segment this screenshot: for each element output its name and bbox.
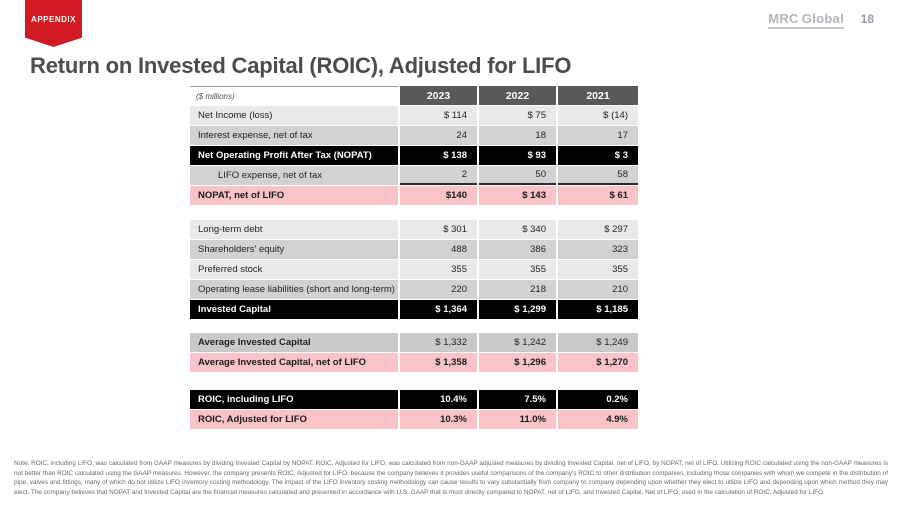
row-label: ROIC, Adjusted for LIFO xyxy=(190,410,398,429)
row-label: Average Invested Capital xyxy=(190,333,398,352)
row-label: Shareholders' equity xyxy=(190,240,398,259)
footnote-text: Note: ROIC, including LIFO, was calculat… xyxy=(14,460,888,497)
year-header-2021: 2021 xyxy=(558,86,638,105)
roic-table: ($ millions) 2023 2022 2021 Net Income (… xyxy=(190,86,638,429)
table-section-2: Long-term debt $ 301 $ 340 $ 297 Shareholder… xyxy=(190,220,638,319)
table-row: ROIC, including LIFO 10.4% 7.5% 0.2% xyxy=(190,390,638,409)
row-label: Long-term debt xyxy=(190,220,398,239)
row-value: $ 1,242 xyxy=(479,333,556,352)
row-label: Net Operating Profit After Tax (NOPAT) xyxy=(190,146,398,165)
table-section-3: Average Invested Capital $ 1,332 $ 1,242 $ … xyxy=(190,333,638,372)
page-number: 18 xyxy=(860,12,874,26)
row-value: $ 138 xyxy=(400,146,477,165)
row-value: $ 75 xyxy=(479,106,556,125)
table-row: Preferred stock 355 355 355 xyxy=(190,260,638,279)
row-label: Average Invested Capital, net of LIFO xyxy=(190,353,398,372)
table-row: Net Income (loss) $ 114 $ 75 $ (14) xyxy=(190,106,638,125)
row-value: $ 1,270 xyxy=(558,353,638,372)
table-section-1: Net Income (loss) $ 114 $ 75 $ (14) Interest… xyxy=(190,106,638,205)
row-value: 355 xyxy=(400,260,477,279)
row-label: NOPAT, net of LIFO xyxy=(190,186,398,205)
row-value: $ 1,249 xyxy=(558,333,638,352)
appendix-ribbon: APPENDIX xyxy=(25,0,82,47)
row-value: 18 xyxy=(479,126,556,145)
table-section-4: ROIC, including LIFO 10.4% 7.5% 0.2% ROIC, A… xyxy=(190,390,638,429)
row-value: 323 xyxy=(558,240,638,259)
logo-text-global: Global xyxy=(801,11,844,26)
row-value: $ 1,296 xyxy=(479,353,556,372)
row-value: 24 xyxy=(400,126,477,145)
row-label: Operating lease liabilities (short and l… xyxy=(190,280,398,299)
row-value: 218 xyxy=(479,280,556,299)
table-row: Average Invested Capital $ 1,332 $ 1,242 $ … xyxy=(190,333,638,352)
row-value: $ 1,332 xyxy=(400,333,477,352)
table-row: Interest expense, net of tax 24 18 17 xyxy=(190,126,638,145)
row-value: 17 xyxy=(558,126,638,145)
table-row: Shareholders' equity 488 386 323 xyxy=(190,240,638,259)
row-label: Preferred stock xyxy=(190,260,398,279)
row-value: $ 1,358 xyxy=(400,353,477,372)
appendix-label: APPENDIX xyxy=(31,15,76,24)
row-value: $ 3 xyxy=(558,146,638,165)
row-label: ROIC, including LIFO xyxy=(190,390,398,409)
row-value: $ 1,364 xyxy=(400,300,477,319)
roic-table-body: Net Income (loss) $ 114 $ 75 $ (14) Interest… xyxy=(190,106,638,429)
table-row: Average Invested Capital, net of LIFO $ 1… xyxy=(190,353,638,372)
row-value: 10.3% xyxy=(400,410,477,429)
row-value: $ (14) xyxy=(558,106,638,125)
row-value: 11.0% xyxy=(479,410,556,429)
row-value: $ 340 xyxy=(479,220,556,239)
row-value: 2 xyxy=(400,166,477,185)
table-row: Invested Capital $ 1,364 $ 1,299 $ 1,185 xyxy=(190,300,638,319)
row-value: $ 297 xyxy=(558,220,638,239)
row-value: $ 93 xyxy=(479,146,556,165)
row-label: Interest expense, net of tax xyxy=(190,126,398,145)
year-header-2023: 2023 xyxy=(400,86,477,105)
row-value: $ 61 xyxy=(558,186,638,205)
table-header-row: ($ millions) 2023 2022 2021 xyxy=(190,86,638,105)
row-value: 10.4% xyxy=(400,390,477,409)
row-value: $ 301 xyxy=(400,220,477,239)
table-row: ROIC, Adjusted for LIFO 10.3% 11.0% 4.9% xyxy=(190,410,638,429)
row-value: 0.2% xyxy=(558,390,638,409)
row-value: 58 xyxy=(558,166,638,185)
row-value: $ 143 xyxy=(479,186,556,205)
row-value: 210 xyxy=(558,280,638,299)
logo-text-mrc: MRC xyxy=(768,11,799,26)
row-value: 386 xyxy=(479,240,556,259)
row-value: 355 xyxy=(558,260,638,279)
row-label: LIFO expense, net of tax xyxy=(190,166,398,185)
table-row: Operating lease liabilities (short and l… xyxy=(190,280,638,299)
row-value: $140 xyxy=(400,186,477,205)
row-value: 7.5% xyxy=(479,390,556,409)
row-value: 355 xyxy=(479,260,556,279)
mrc-global-logo: MRC Global xyxy=(768,11,844,29)
table-row: Long-term debt $ 301 $ 340 $ 297 xyxy=(190,220,638,239)
row-value: 488 xyxy=(400,240,477,259)
row-value: 4.9% xyxy=(558,410,638,429)
table-row: NOPAT, net of LIFO $140 $ 143 $ 61 xyxy=(190,186,638,205)
row-value: $ 114 xyxy=(400,106,477,125)
unit-label: ($ millions) xyxy=(190,86,398,105)
row-value: 50 xyxy=(479,166,556,185)
row-value: 220 xyxy=(400,280,477,299)
table-row: Net Operating Profit After Tax (NOPAT) $ … xyxy=(190,146,638,165)
row-value: $ 1,299 xyxy=(479,300,556,319)
year-header-2022: 2022 xyxy=(479,86,556,105)
row-label: Net Income (loss) xyxy=(190,106,398,125)
row-value: $ 1,185 xyxy=(558,300,638,319)
table-row: LIFO expense, net of tax 2 50 58 xyxy=(190,166,638,185)
row-label: Invested Capital xyxy=(190,300,398,319)
slide-title: Return on Invested Capital (ROIC), Adjus… xyxy=(30,53,572,78)
